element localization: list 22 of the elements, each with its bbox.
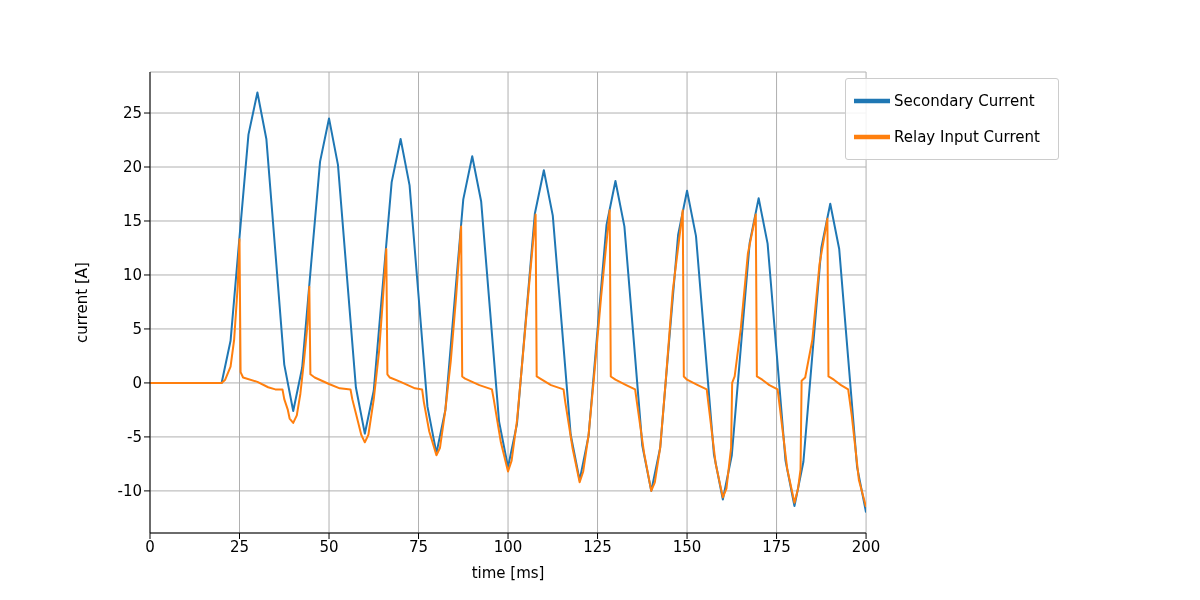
y-tick-label: -5: [127, 428, 142, 447]
y-tick-label: -10: [117, 482, 142, 501]
x-tick-label: 25: [229, 537, 250, 556]
y-tick-label: 20: [122, 158, 142, 177]
y-tick-label: 0: [132, 374, 142, 393]
x-tick-label: 50: [319, 537, 339, 556]
x-tick-label: 175: [762, 537, 791, 556]
x-tick-label: 125: [583, 537, 612, 556]
x-tick-label: 100: [493, 537, 523, 556]
x-axis-title: time [ms]: [471, 564, 545, 582]
legend-label: Secondary Current: [894, 91, 1035, 110]
legend-label: Relay Input Current: [894, 127, 1040, 146]
y-tick-label: 25: [122, 104, 142, 123]
x-tick-label: 200: [851, 537, 881, 556]
y-axis-title: current [A]: [73, 262, 92, 343]
x-tick-label: 75: [408, 537, 429, 556]
y-tick-label: 5: [132, 320, 142, 339]
y-tick-label: 10: [122, 266, 142, 285]
line-series: [150, 209, 867, 509]
y-tick-label: 15: [122, 212, 142, 231]
x-tick-label: 0: [145, 537, 155, 556]
x-tick-label: 150: [672, 537, 702, 556]
